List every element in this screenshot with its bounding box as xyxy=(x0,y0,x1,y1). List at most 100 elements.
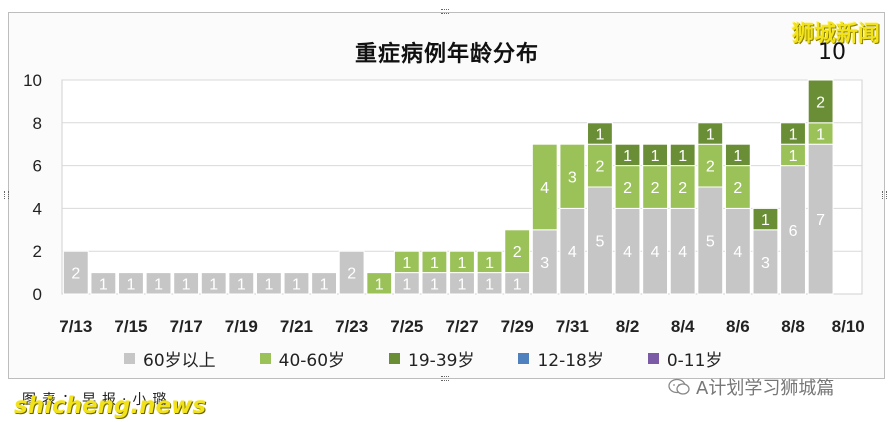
bar-segment xyxy=(642,143,669,167)
data-label: 1 xyxy=(237,276,246,293)
bar-segment xyxy=(531,143,558,231)
resize-handle-bottom[interactable] xyxy=(441,376,449,381)
data-label: 1 xyxy=(402,255,411,272)
resize-handle-top[interactable] xyxy=(441,9,449,14)
x-tick-label: 7/17 xyxy=(170,317,203,336)
bar-segment xyxy=(697,122,724,145)
data-label: 1 xyxy=(706,127,715,144)
x-tick-label: 7/21 xyxy=(280,317,313,336)
bar-segment xyxy=(393,250,420,274)
data-label: 1 xyxy=(595,127,604,144)
data-label: 2 xyxy=(347,266,356,283)
bar-segment xyxy=(366,272,393,295)
legend-swatch xyxy=(647,353,659,364)
data-label: 4 xyxy=(540,180,549,197)
y-tick-label: 6 xyxy=(33,157,42,176)
legend-item: 19-39岁 xyxy=(389,346,474,371)
y-tick-label: 8 xyxy=(33,114,42,133)
bar-segment xyxy=(807,79,834,124)
watermark-text: 狮城新闻 xyxy=(791,22,880,47)
wechat-account: A计划学习狮城篇 xyxy=(668,374,834,400)
chart-title: 重症病例年龄分布 xyxy=(354,42,539,67)
x-tick-label: 7/27 xyxy=(445,317,478,336)
data-label: 1 xyxy=(651,148,660,165)
data-label: 1 xyxy=(375,276,384,293)
bar-segment xyxy=(614,143,641,167)
bar-segment xyxy=(697,186,724,295)
data-label: 2 xyxy=(623,180,632,197)
x-tick-label: 8/6 xyxy=(726,317,750,336)
legend-item: 0-11岁 xyxy=(647,346,723,371)
bar-segment xyxy=(587,186,613,295)
data-label: 7 xyxy=(816,212,825,229)
bar-segment xyxy=(559,143,586,209)
bar-segment xyxy=(62,250,89,295)
x-tick-label: 7/31 xyxy=(556,317,589,336)
data-label: 1 xyxy=(623,148,632,165)
data-label: 2 xyxy=(816,94,825,111)
legend-label: 19-39岁 xyxy=(408,351,475,371)
y-tick-label: 4 xyxy=(33,199,42,218)
bar-segment xyxy=(587,143,613,188)
bar-segment xyxy=(476,250,503,274)
x-tick-label: 8/4 xyxy=(671,317,695,336)
legend-swatch xyxy=(124,353,135,364)
data-label: 1 xyxy=(264,276,273,293)
data-label: 1 xyxy=(182,276,191,293)
bar-segment xyxy=(311,272,337,295)
data-label: 4 xyxy=(678,244,687,261)
data-label: 1 xyxy=(513,276,522,293)
resize-handle-right[interactable] xyxy=(882,191,887,199)
legend-swatch xyxy=(389,353,401,364)
data-label: 1 xyxy=(816,127,825,144)
data-label: 4 xyxy=(733,244,742,261)
data-label: 1 xyxy=(458,276,467,293)
data-label: 1 xyxy=(154,276,163,293)
wechat-account-name: A计划学习狮城篇 xyxy=(696,378,835,399)
data-label: 1 xyxy=(292,276,301,293)
bar-segment xyxy=(669,165,696,209)
bar-segment xyxy=(614,207,641,295)
legend-item: 40-60岁 xyxy=(259,346,345,371)
bar-segment xyxy=(587,122,613,145)
resize-handle-left[interactable] xyxy=(4,191,9,199)
data-label: 5 xyxy=(595,234,604,251)
bar-segment xyxy=(145,272,172,295)
bar-segment xyxy=(90,272,117,295)
legend-label: 0-11岁 xyxy=(666,351,723,371)
data-label: 2 xyxy=(678,180,687,197)
bar-segment xyxy=(118,272,144,295)
legend-item: 60岁以上 xyxy=(124,346,216,371)
data-label: 4 xyxy=(568,244,577,261)
bar-segment xyxy=(338,250,365,295)
bar-segment xyxy=(780,122,806,145)
data-label: 1 xyxy=(402,276,411,293)
data-label: 2 xyxy=(651,180,660,197)
legend-item: 12-18岁 xyxy=(518,346,604,371)
x-tick-label: 8/8 xyxy=(781,317,805,336)
legend-label: 60岁以上 xyxy=(143,351,216,371)
bar-segment xyxy=(669,207,696,295)
bar-segment xyxy=(642,207,669,295)
x-tick-label: 7/19 xyxy=(225,317,258,336)
wechat-icon xyxy=(668,378,690,395)
bar-segment xyxy=(669,143,696,167)
data-label: 1 xyxy=(485,276,494,293)
x-tick-label: 7/13 xyxy=(59,317,92,336)
bar-segment xyxy=(724,165,751,209)
bar-segment xyxy=(752,207,779,231)
bar-segment xyxy=(780,165,806,295)
bar-segment xyxy=(614,165,641,209)
data-label: 2 xyxy=(71,266,80,283)
top-value-label: 10 xyxy=(818,40,846,65)
data-label: 1 xyxy=(209,276,218,293)
bar-segment xyxy=(724,143,751,167)
data-label: 2 xyxy=(513,244,522,261)
data-label: 3 xyxy=(761,255,770,272)
bar-segment xyxy=(200,272,227,295)
data-label: 1 xyxy=(761,212,770,229)
legend-swatch xyxy=(259,353,271,364)
x-tick-label: 8/10 xyxy=(832,317,865,336)
bar-segment xyxy=(724,207,751,295)
